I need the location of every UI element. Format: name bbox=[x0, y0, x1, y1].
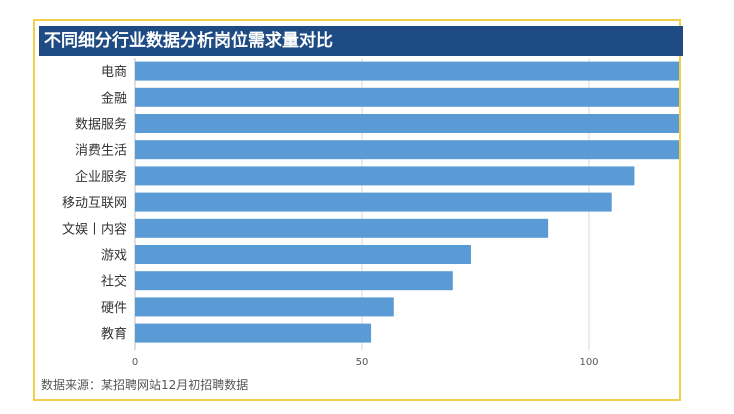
category-label: 消费生活 bbox=[75, 144, 127, 159]
bar bbox=[135, 87, 679, 107]
bar bbox=[135, 114, 679, 133]
category-label: 社交 bbox=[101, 274, 127, 290]
category-label: 移动互联网 bbox=[62, 196, 127, 211]
bar bbox=[135, 297, 394, 317]
chart-title: 不同细分行业数据分析岗位需求量对比 bbox=[39, 26, 683, 56]
bar bbox=[135, 218, 549, 238]
category-label: 游戏 bbox=[101, 249, 127, 264]
category-label: 金融 bbox=[101, 90, 127, 106]
category-label: 文娱丨内容 bbox=[62, 221, 127, 237]
x-tick-label: 0 bbox=[132, 357, 138, 368]
chart-frame: 不同细分行业数据分析岗位需求量对比 电商金融数据服务消费生活企业服务移动互联网文… bbox=[33, 19, 683, 401]
bar bbox=[135, 323, 372, 343]
x-tick-label: 100 bbox=[579, 357, 598, 368]
category-label: 企业服务 bbox=[75, 169, 127, 185]
bar bbox=[135, 271, 453, 291]
x-tick-label: 50 bbox=[356, 357, 369, 368]
bar bbox=[135, 140, 679, 160]
category-label: 数据服务 bbox=[75, 117, 127, 133]
category-label: 电商 bbox=[101, 65, 127, 80]
source-note: 数据来源：某招聘网站12月初招聘数据 bbox=[41, 378, 249, 392]
category-label: 教育 bbox=[101, 326, 127, 342]
category-label: 硬件 bbox=[101, 301, 127, 316]
bar bbox=[135, 166, 635, 186]
bar bbox=[135, 245, 471, 264]
bar bbox=[135, 192, 612, 212]
bar bbox=[135, 61, 679, 81]
